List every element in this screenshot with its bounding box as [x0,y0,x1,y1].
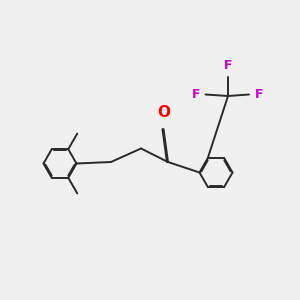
Text: F: F [254,88,263,101]
Text: O: O [157,105,170,120]
Text: F: F [224,59,232,72]
Text: F: F [192,88,200,101]
